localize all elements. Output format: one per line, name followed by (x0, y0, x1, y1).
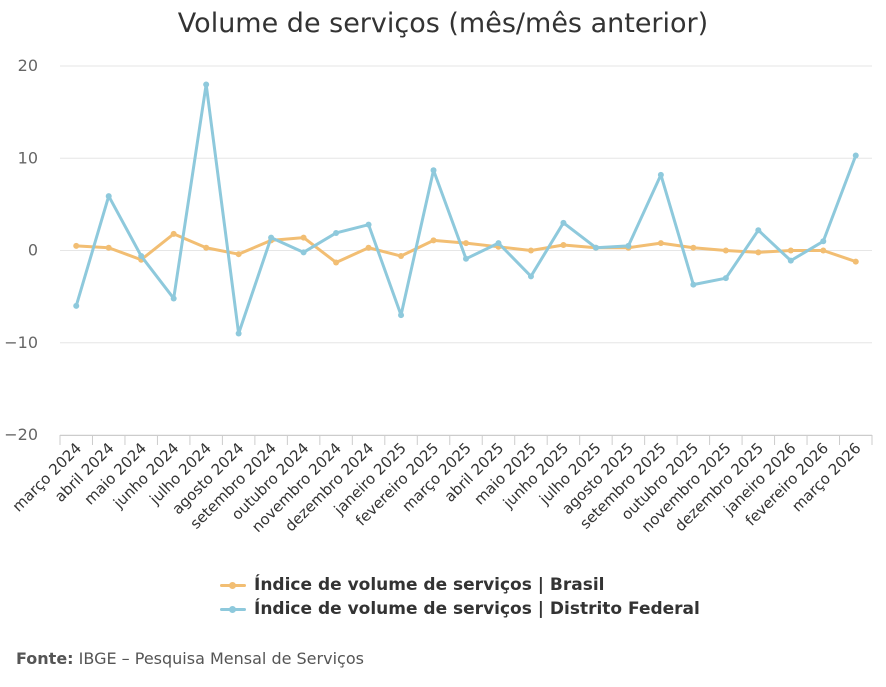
data-point[interactable] (333, 229, 340, 236)
data-point[interactable] (722, 275, 729, 282)
data-point[interactable] (300, 234, 307, 241)
series-line (74, 82, 858, 336)
data-point[interactable] (657, 240, 664, 247)
data-point[interactable] (365, 221, 372, 228)
source-label: Fonte: (16, 649, 74, 668)
data-point[interactable] (203, 244, 210, 251)
data-point[interactable] (398, 312, 405, 319)
data-point[interactable] (527, 273, 534, 280)
data-point[interactable] (657, 171, 664, 178)
source-text: IBGE – Pesquisa Mensal de Serviços (78, 649, 364, 668)
data-point[interactable] (755, 227, 762, 234)
data-point[interactable] (820, 247, 827, 254)
legend-label-brasil: Índice de volume de serviços | Brasil (254, 575, 605, 595)
data-point[interactable] (560, 241, 567, 248)
data-point[interactable] (300, 249, 307, 256)
y-tick-label: 10 (18, 148, 38, 167)
data-point[interactable] (138, 253, 145, 260)
data-point[interactable] (268, 234, 275, 241)
y-tick-label: 0 (28, 241, 38, 260)
data-point[interactable] (73, 302, 80, 309)
data-point[interactable] (235, 330, 242, 337)
data-point[interactable] (235, 251, 242, 258)
x-axis (59, 435, 873, 445)
chart-title: Volume de serviços (mês/mês anterior) (177, 8, 709, 39)
data-point[interactable] (495, 240, 502, 247)
data-point[interactable] (463, 240, 469, 247)
data-point[interactable] (398, 253, 405, 260)
data-point[interactable] (690, 281, 697, 288)
data-point[interactable] (820, 238, 827, 245)
data-point[interactable] (105, 193, 112, 200)
data-point[interactable] (787, 257, 794, 264)
series-layer (73, 81, 859, 337)
data-point[interactable] (463, 255, 469, 262)
data-point[interactable] (170, 295, 177, 302)
data-point[interactable] (787, 247, 794, 254)
source-note: Fonte: IBGE – Pesquisa Mensal de Serviço… (16, 649, 364, 668)
data-point[interactable] (430, 237, 437, 244)
data-point[interactable] (690, 244, 697, 251)
y-tick-label: −20 (4, 425, 38, 444)
legend-item-distrito-federal[interactable]: Índice de volume de serviços | Distrito … (220, 597, 700, 621)
data-point[interactable] (170, 230, 177, 237)
y-tick-label: 20 (18, 56, 38, 75)
data-point[interactable] (527, 247, 534, 254)
data-point[interactable] (852, 152, 859, 159)
legend-item-brasil[interactable]: Índice de volume de serviços | Brasil (220, 573, 700, 597)
data-point[interactable] (73, 242, 80, 249)
data-point[interactable] (105, 244, 112, 251)
data-point[interactable] (365, 244, 372, 251)
y-axis-labels: 20 10 0 −10 −20 (4, 56, 38, 444)
data-point[interactable] (333, 259, 340, 266)
data-point[interactable] (560, 219, 567, 226)
data-point[interactable] (722, 247, 729, 254)
series-0 (73, 230, 859, 266)
legend-swatch-brasil (220, 579, 246, 591)
data-point[interactable] (625, 242, 632, 249)
legend-label-distrito-federal: Índice de volume de serviços | Distrito … (254, 599, 700, 619)
legend-swatch-distrito-federal (220, 603, 246, 615)
legend: Índice de volume de serviços | Brasil Ín… (220, 573, 700, 621)
data-point[interactable] (592, 244, 599, 251)
series-1 (73, 81, 859, 337)
data-point[interactable] (755, 249, 762, 256)
data-point[interactable] (852, 258, 859, 265)
data-point[interactable] (430, 167, 437, 174)
data-point[interactable] (203, 81, 210, 88)
y-tick-label: −10 (4, 333, 38, 352)
